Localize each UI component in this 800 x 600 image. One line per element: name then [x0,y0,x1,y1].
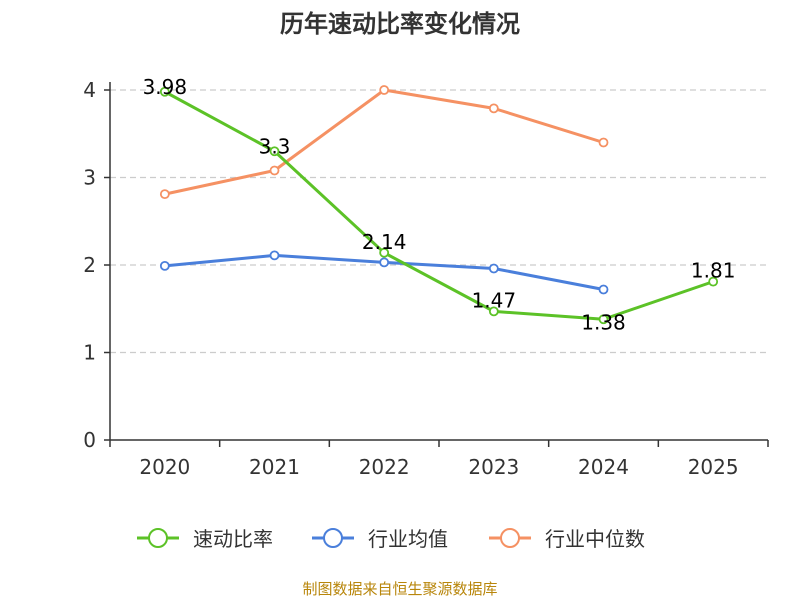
data-point[interactable] [269,165,280,176]
legend-marker [323,528,343,548]
series-0 [159,86,719,325]
series-1 [159,250,609,295]
series-2 [159,85,609,200]
legend-label: 行业均值 [368,527,448,551]
data-point[interactable] [379,85,390,95]
series-line [164,88,604,196]
legend-marker [500,528,520,548]
data-point[interactable] [379,257,390,268]
data-point[interactable] [159,86,170,97]
legend[interactable]: 速动比率 行业均值 行业中位数 [137,527,645,551]
chart-title: 历年速动比率变化情况 [280,10,520,38]
data-label: 3.3 [259,134,291,158]
data-point[interactable] [269,146,280,157]
data-label: 3.98 [143,75,188,99]
x-tick-label: 2023 [468,455,519,479]
y-tick-label: 3 [83,166,96,190]
y-tick-label: 1 [83,341,96,365]
x-tick-label: 2022 [359,455,410,479]
legend-item[interactable]: 速动比率 [137,527,273,551]
data-point[interactable] [598,314,609,325]
y-tick-label: 4 [83,78,96,102]
series-layer [159,85,719,325]
legend-label: 速动比率 [193,527,273,551]
data-point[interactable] [159,189,170,200]
data-point[interactable] [488,306,499,317]
data-label: 1.38 [581,310,626,334]
data-point[interactable] [488,103,499,114]
x-tick-label: 2024 [578,455,629,479]
grid [110,89,768,354]
data-label: 1.81 [691,259,736,283]
data-point[interactable] [598,284,609,295]
series-line [164,90,714,321]
legend-item[interactable]: 行业中位数 [489,527,645,551]
y-tick-label: 2 [83,253,96,277]
data-point[interactable] [379,247,390,258]
data-point[interactable] [269,250,280,261]
axes: 0 1 2 3 4 2020 2021 2022 2023 2024 2025 [83,78,769,479]
legend-label: 行业中位数 [545,527,645,551]
legend-marker [148,528,168,548]
data-point[interactable] [159,260,170,271]
source-note: 制图数据来自恒生聚源数据库 [302,580,497,598]
y-tick-label: 0 [83,428,96,452]
x-tick-label: 2025 [688,455,739,479]
legend-item[interactable]: 行业均值 [312,527,448,551]
x-tick-label: 2020 [139,455,190,479]
data-point[interactable] [708,276,719,287]
data-label: 2.14 [362,230,407,254]
data-point[interactable] [488,263,499,274]
x-tick-label: 2021 [249,455,300,479]
data-labels: 3.98 3.3 2.14 1.47 1.38 1.81 [143,75,736,335]
data-label: 1.47 [472,288,517,312]
data-point[interactable] [598,137,609,148]
